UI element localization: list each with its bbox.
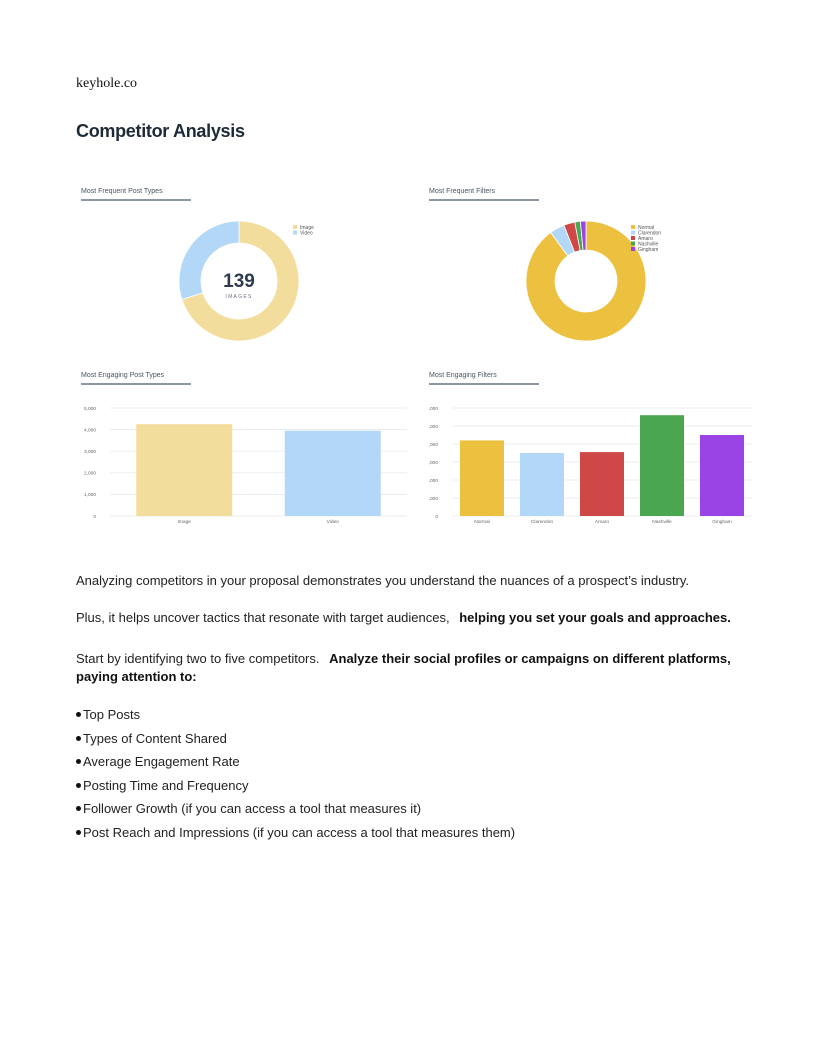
bar-video — [284, 430, 381, 516]
y-tick-label: 1,000 — [429, 496, 438, 502]
y-tick-label: 6,000 — [429, 406, 438, 412]
bullet-icon — [76, 782, 81, 788]
chart-frequent-filters: Most Frequent Filters Normal Clarendon Ama… — [429, 188, 759, 348]
legend-label-gingham: Gingham — [638, 247, 658, 253]
chart-engaging-post-types: Most Engaging Post Types 0 1,000 2,000 3,00… — [81, 372, 411, 532]
analysis-checklist: Top Posts Types of Content Shared Averag… — [76, 706, 515, 848]
page-title: Competitor Analysis — [76, 121, 245, 141]
bullet-icon — [76, 735, 81, 741]
paragraph-bold-text: helping you set your goals and approache… — [459, 610, 731, 625]
legend-swatch-gingham — [631, 247, 635, 251]
list-item-text: Post Reach and Impressions (if you can a… — [83, 824, 516, 840]
y-tick-label: 0 — [435, 514, 438, 520]
legend-swatch-nashville — [631, 241, 635, 246]
legend-swatch-clarendon — [631, 230, 635, 235]
legend-label-image: Image — [300, 225, 314, 231]
donut-center-value: 139 — [223, 271, 255, 292]
list-item: Types of Content Shared — [76, 730, 515, 754]
list-item-text: Top Posts — [83, 707, 141, 722]
paragraph-tactics: Plus, it helps uncover tactics that reso… — [76, 610, 731, 625]
legend-label-clarendon: Clarendon — [638, 231, 661, 237]
x-tick-label: Normal — [474, 519, 489, 525]
paragraph-competitors-intro: Analyzing competitors in your proposal d… — [76, 573, 689, 588]
bar-gingham — [700, 435, 744, 516]
x-tick-label: Image — [178, 519, 192, 525]
chart-frequent-post-types: Most Frequent Post Types 139 IMAGES Image V… — [81, 188, 411, 348]
paragraph-text: Analyzing competitors in your proposal d… — [76, 573, 690, 588]
bullet-icon — [76, 830, 81, 836]
bar-image — [136, 424, 233, 516]
chart-title-rule — [81, 199, 191, 201]
legend-label-video: Video — [300, 231, 313, 237]
brand-name: keyhole.co — [76, 76, 138, 91]
list-item: Follower Growth (if you can access a too… — [76, 800, 515, 824]
legend-swatch-video — [293, 230, 297, 235]
chart-title-rule — [429, 199, 539, 201]
list-item-text: Types of Content Shared — [83, 730, 227, 746]
y-tick-label: 4,000 — [84, 427, 96, 433]
y-tick-label: 1,000 — [84, 492, 96, 498]
donut-center-label: IMAGES — [225, 294, 252, 300]
legend-label-amaro: Amaro — [638, 236, 653, 242]
paragraph-text: Start by identifying two to five competi… — [76, 651, 320, 666]
pie-slice-gingham — [579, 220, 587, 251]
x-tick-label: Video — [327, 519, 340, 525]
bullet-icon — [76, 806, 81, 812]
x-tick-label: Clarendon — [531, 519, 553, 525]
legend-swatch-normal — [631, 225, 635, 229]
y-tick-label: 0 — [93, 514, 96, 520]
pie-slice-video — [178, 220, 240, 301]
y-tick-label: 5,000 — [429, 424, 438, 430]
legend-swatch-amaro — [631, 236, 635, 240]
bar-normal — [460, 440, 504, 516]
bar-chart-filters: 0 1,000 2,000 3,000 4,000 5,000 6,000 Normal Cla… — [429, 406, 752, 525]
pie-slice-image — [181, 220, 300, 342]
chart-engaging-filters: Most Engaging Filters 0 1,000 2,000 3,000 4,… — [429, 372, 759, 532]
list-item: Average Engagement Rate — [76, 753, 515, 777]
legend-label-normal: Normal — [638, 225, 654, 231]
paragraph-start: Start by identifying two to five competi… — [76, 650, 731, 686]
chart-title: Most Engaging Post Types — [81, 372, 165, 379]
paragraph-bold-text: Analyze their social profiles or campaig… — [329, 651, 731, 666]
paragraph-text: Plus, it helps uncover tactics that reso… — [76, 610, 450, 625]
y-tick-label: 2,000 — [429, 478, 438, 484]
bar-chart-post-types: 0 1,000 2,000 3,000 4,000 5,000 Image Video — [84, 406, 407, 525]
y-tick-label: 5,000 — [84, 406, 96, 412]
x-tick-label: Gingham — [712, 519, 731, 525]
y-tick-label: 4,000 — [429, 442, 438, 448]
list-item-text: Posting Time and Frequency — [83, 777, 249, 793]
list-item: Post Reach and Impressions (if you can a… — [76, 824, 515, 848]
y-tick-label: 3,000 — [84, 449, 96, 455]
list-item-text: Follower Growth (if you can access a too… — [83, 801, 422, 817]
legend-label-nashville: Nashville — [638, 242, 659, 248]
legend-swatch-image — [293, 225, 297, 229]
x-tick-label: Nashville — [652, 519, 672, 525]
bullet-icon — [76, 712, 81, 718]
bar-amaro — [580, 452, 624, 516]
chart-title-rule — [81, 383, 191, 385]
pie-slice-normal — [525, 220, 647, 342]
chart-title-rule — [429, 383, 539, 385]
bar-nashville — [640, 415, 684, 516]
bar-clarendon — [520, 453, 564, 516]
list-item-text: Average Engagement Rate — [83, 754, 240, 770]
x-tick-label: Amaro — [595, 519, 609, 525]
y-tick-label: 2,000 — [84, 471, 96, 477]
chart-title: Most Frequent Filters — [429, 188, 496, 195]
y-tick-label: 3,000 — [429, 460, 438, 466]
chart-title: Most Engaging Filters — [429, 372, 497, 379]
list-item: Top Posts — [76, 706, 515, 730]
list-item: Posting Time and Frequency — [76, 777, 515, 801]
chart-title: Most Frequent Post Types — [81, 188, 163, 195]
bullet-icon — [76, 759, 81, 765]
paragraph-bold-text: paying attention to: — [76, 669, 197, 684]
